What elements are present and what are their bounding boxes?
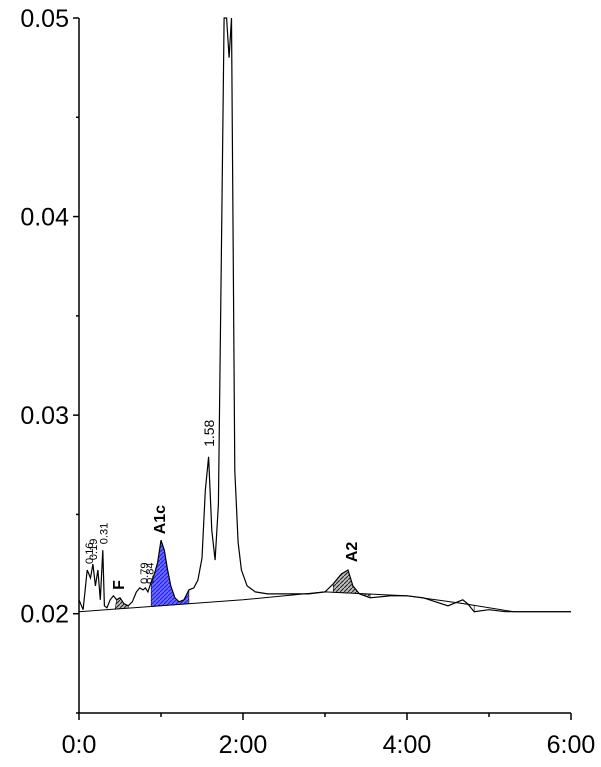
- peak-label: 0.84: [145, 562, 157, 583]
- labels: 0.020.030.040.050:0 2:00 4:00 6:000.160.190…: [20, 5, 595, 759]
- peak-label: 0.19: [88, 539, 100, 560]
- chromatogram-trace-group: [78, 17, 571, 613]
- peak-label: 1.58: [201, 419, 217, 446]
- y-tick-label: 0.02: [20, 601, 69, 629]
- peak-label: 0.79: [139, 562, 151, 583]
- y-tick-label: 0.03: [20, 402, 69, 430]
- axes: [73, 17, 572, 720]
- peak-area-a1c: [150, 540, 190, 607]
- peak-label: 0.16: [84, 543, 96, 564]
- y-tick-label: 0.04: [20, 204, 69, 232]
- peak-area-minor: [457, 599, 475, 613]
- x-tick-label: 0:0: [62, 731, 97, 759]
- peak-label: A2: [344, 542, 361, 563]
- peak-label: 0.31: [99, 523, 111, 544]
- peak-label: A1c: [152, 505, 169, 534]
- x-tick-label: 2:00: [219, 731, 268, 759]
- x-tick-label: 6:00: [547, 731, 596, 759]
- integration-baseline: [78, 591, 571, 613]
- x-tick-label: 4:00: [383, 731, 432, 759]
- peak-label: F: [111, 580, 128, 590]
- y-tick-label: 0.05: [20, 5, 69, 33]
